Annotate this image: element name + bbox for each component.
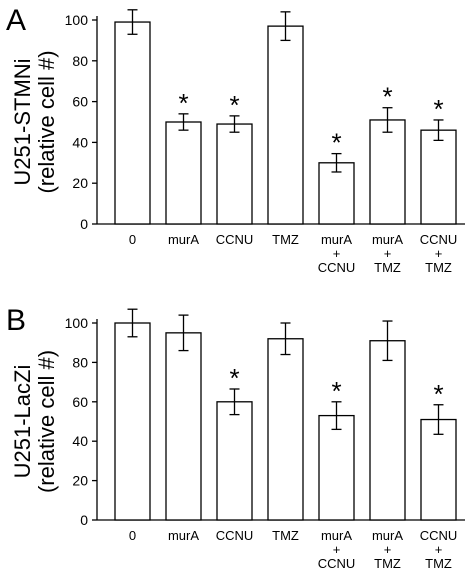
- bar: [318, 414, 355, 521]
- category-label: CCNU: [216, 232, 254, 247]
- significance-star: *: [433, 379, 443, 409]
- bar: [165, 121, 202, 225]
- category-label: murA: [372, 232, 403, 247]
- significance-star: *: [382, 82, 392, 112]
- panel-label: B: [6, 304, 26, 337]
- category-label: TMZ: [272, 232, 299, 247]
- y-tick-label: 20: [72, 473, 88, 489]
- bar: [369, 119, 406, 225]
- y-tick-label: 100: [65, 315, 89, 331]
- panel-b: B U251-LacZi (relative cell #) 0 20 40 60 80 100…: [6, 304, 465, 571]
- category-label: murA: [321, 232, 352, 247]
- y-axis-label-line: (relative cell #): [34, 350, 59, 493]
- bar: [216, 401, 253, 521]
- category-label: TMZ: [374, 556, 401, 571]
- bar: [165, 332, 202, 521]
- bar: [420, 129, 457, 225]
- y-tick-label: 100: [65, 12, 89, 28]
- category-label: murA: [321, 528, 352, 543]
- y-axis-label-line: U251-STMNi: [10, 58, 35, 185]
- category-label: CCNU: [216, 528, 254, 543]
- y-tick-label: 60: [72, 94, 88, 110]
- category-label: +: [435, 246, 443, 261]
- panel-a: A U251-STMNi (relative cell #) 0 20 40 60 80 100…: [6, 4, 465, 275]
- bar: [216, 123, 253, 225]
- significance-star: *: [331, 128, 341, 158]
- category-label: 0: [129, 528, 136, 543]
- category-label: TMZ: [272, 528, 299, 543]
- category-label: +: [333, 542, 341, 557]
- category-label: CCNU: [318, 260, 356, 275]
- y-tick-label: 0: [80, 216, 88, 232]
- y-tick-label: 40: [72, 433, 88, 449]
- category-label: murA: [372, 528, 403, 543]
- category-label: murA: [168, 528, 199, 543]
- y-tick-label: 20: [72, 175, 88, 191]
- category-label: 0: [129, 232, 136, 247]
- category-label: CCNU: [318, 556, 356, 571]
- category-label: CCNU: [420, 232, 458, 247]
- panel-label: A: [6, 4, 26, 37]
- y-axis-label-line: U251-LacZi: [10, 365, 35, 479]
- bar: [267, 25, 304, 225]
- y-tick-label: 80: [72, 53, 88, 69]
- category-label: murA: [168, 232, 199, 247]
- category-label: +: [435, 542, 443, 557]
- significance-star: *: [433, 94, 443, 124]
- bar: [114, 21, 151, 225]
- y-tick-label: 40: [72, 134, 88, 150]
- category-label: TMZ: [425, 556, 452, 571]
- category-label: TMZ: [425, 260, 452, 275]
- y-tick-label: 80: [72, 354, 88, 370]
- significance-star: *: [331, 376, 341, 406]
- bar: [369, 340, 406, 521]
- significance-star: *: [229, 90, 239, 120]
- bar: [267, 338, 304, 521]
- category-label: +: [384, 246, 392, 261]
- category-label: TMZ: [374, 260, 401, 275]
- bar: [114, 322, 151, 521]
- y-tick-label: 0: [80, 512, 88, 528]
- significance-star: *: [229, 363, 239, 393]
- significance-star: *: [178, 88, 188, 118]
- category-label: CCNU: [420, 528, 458, 543]
- category-label: +: [384, 542, 392, 557]
- bar: [318, 162, 355, 225]
- y-tick-label: 60: [72, 394, 88, 410]
- category-label: +: [333, 246, 341, 261]
- y-axis-label-line: (relative cell #): [34, 50, 59, 193]
